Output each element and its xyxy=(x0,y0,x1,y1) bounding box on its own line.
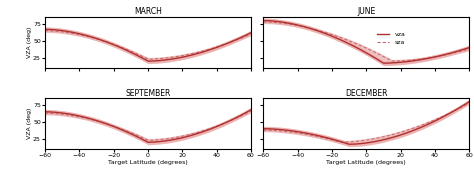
Y-axis label: VZA (deg): VZA (deg) xyxy=(27,108,32,139)
X-axis label: Target Latitude (degrees): Target Latitude (degrees) xyxy=(327,159,406,164)
Title: MARCH: MARCH xyxy=(134,7,162,16)
Legend: vza, sza: vza, sza xyxy=(374,29,408,48)
Title: JUNE: JUNE xyxy=(357,7,375,16)
Title: DECEMBER: DECEMBER xyxy=(345,88,388,98)
X-axis label: Target Latitude (degrees): Target Latitude (degrees) xyxy=(108,159,188,164)
Title: SEPTEMBER: SEPTEMBER xyxy=(125,88,171,98)
Y-axis label: VZA (deg): VZA (deg) xyxy=(27,27,32,58)
